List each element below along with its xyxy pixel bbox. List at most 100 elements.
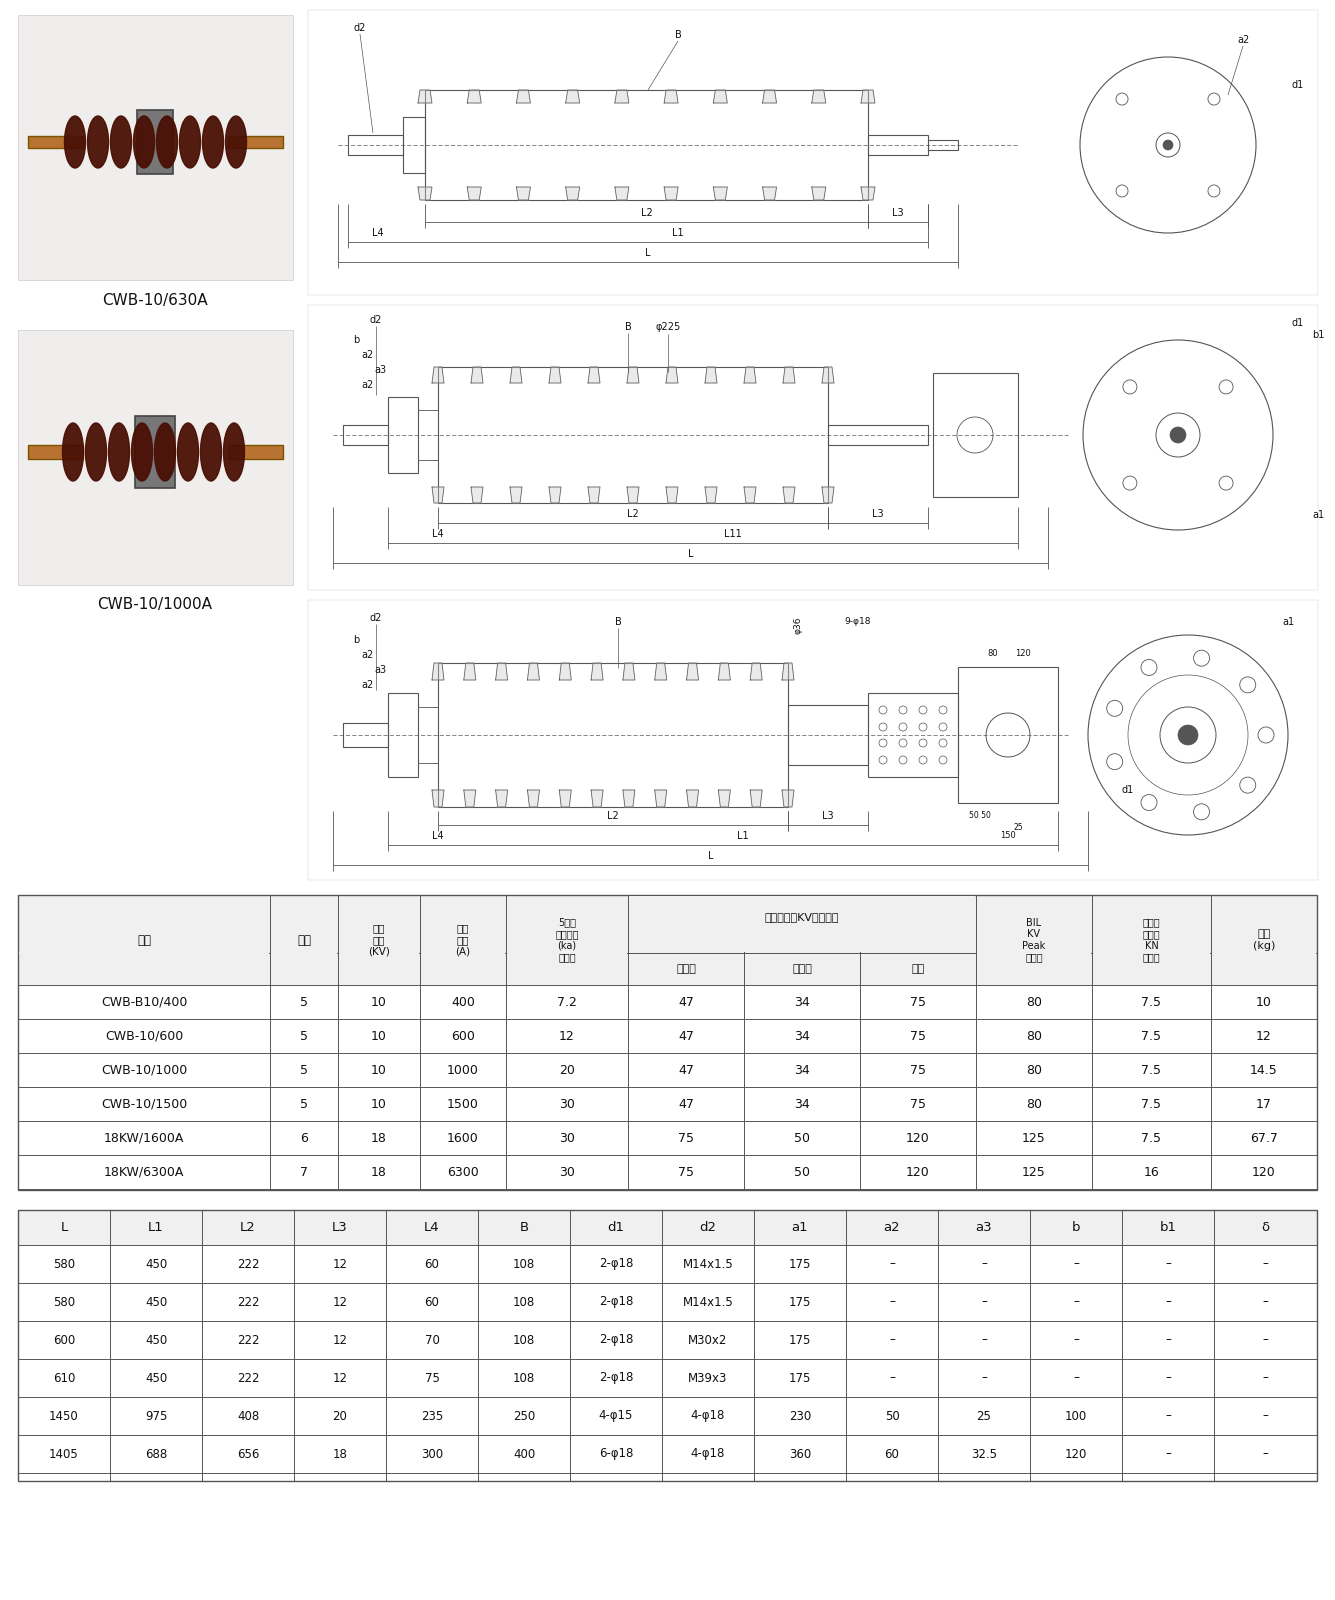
Text: 5: 5 [300,1029,308,1043]
Text: 360: 360 [789,1448,812,1461]
Text: 80: 80 [988,648,999,658]
Polygon shape [713,187,728,200]
Text: L2: L2 [607,811,619,821]
Text: L4: L4 [372,227,384,238]
Text: 108: 108 [513,1296,535,1309]
Text: 7: 7 [300,1165,308,1179]
Polygon shape [587,486,599,502]
Text: 222: 222 [236,1258,259,1270]
Text: 12: 12 [332,1296,347,1309]
Polygon shape [495,790,507,806]
Text: 25: 25 [977,1410,992,1422]
Text: 32.5: 32.5 [971,1448,997,1461]
Text: 108: 108 [513,1371,535,1384]
Ellipse shape [63,422,84,482]
Polygon shape [527,790,539,806]
Text: 80: 80 [1027,995,1043,1008]
Ellipse shape [108,422,129,482]
Text: 100: 100 [1065,1410,1087,1422]
Bar [1212,952,1316,954]
Text: CWB-10/600: CWB-10/600 [105,1029,183,1043]
Bar [135,416,175,488]
Text: 50: 50 [794,1165,810,1179]
Text: 75: 75 [910,1064,926,1077]
Text: 222: 222 [236,1333,259,1347]
Bar [348,134,403,155]
Text: 10: 10 [371,1098,387,1110]
Ellipse shape [203,117,223,168]
Text: a3: a3 [374,365,386,374]
Text: d1: d1 [1121,786,1135,795]
Text: a2: a2 [362,379,374,390]
Text: –: – [1263,1296,1268,1309]
Bar [977,952,1091,954]
Text: –: – [1165,1448,1171,1461]
Text: 5: 5 [300,1064,308,1077]
Polygon shape [718,790,730,806]
Bar [629,896,975,952]
Ellipse shape [200,422,222,482]
Text: 50: 50 [885,1410,900,1422]
Text: L2: L2 [627,509,639,518]
Text: 重量
(kg): 重量 (kg) [1252,930,1275,950]
Bar [17,1210,1318,1482]
Bar [507,952,627,954]
Text: b: b [1072,1221,1080,1234]
Text: 25: 25 [1013,822,1023,832]
Text: 7.5: 7.5 [1141,1064,1161,1077]
Text: 6300: 6300 [447,1165,479,1179]
Bar [868,693,959,778]
Text: L2: L2 [240,1221,256,1234]
Text: 2-φ18: 2-φ18 [599,1258,633,1270]
Bar [438,662,788,806]
Text: 175: 175 [789,1371,812,1384]
Text: 50: 50 [794,1131,810,1144]
Text: 2-φ18: 2-φ18 [599,1333,633,1347]
Text: M14x1.5: M14x1.5 [682,1296,733,1309]
Text: –: – [889,1371,894,1384]
Text: –: – [1263,1410,1268,1422]
Text: CWB-10/1000: CWB-10/1000 [101,1064,187,1077]
Text: 10: 10 [371,1029,387,1043]
Bar [343,723,388,747]
Text: 34: 34 [794,1098,810,1110]
Ellipse shape [111,117,132,168]
Text: δ: δ [1262,1221,1270,1234]
Text: 图号: 图号 [296,933,311,947]
Bar [17,894,1318,986]
Bar [339,952,419,954]
Text: L: L [60,1221,68,1234]
Text: –: – [889,1296,894,1309]
Polygon shape [762,187,777,200]
Polygon shape [812,187,826,200]
Polygon shape [822,366,834,382]
Text: 9-φ18: 9-φ18 [845,618,872,627]
Ellipse shape [64,117,85,168]
Text: 12: 12 [332,1258,347,1270]
Text: 175: 175 [789,1296,812,1309]
Text: 5: 5 [300,995,308,1008]
Text: BIL
KV
Peak
不小于: BIL KV Peak 不小于 [1023,918,1045,962]
Text: L3: L3 [872,509,884,518]
Text: a1: a1 [1312,510,1324,520]
Polygon shape [517,187,530,200]
Ellipse shape [134,117,155,168]
Text: 975: 975 [144,1410,167,1422]
Bar [388,397,418,474]
Bar [308,600,1318,880]
Text: 47: 47 [678,1064,694,1077]
Text: 610: 610 [53,1371,75,1384]
Bar [271,952,338,954]
Text: 250: 250 [513,1410,535,1422]
Text: a2: a2 [362,650,374,659]
Polygon shape [623,662,635,680]
Text: 1000: 1000 [447,1064,479,1077]
Text: 18: 18 [371,1131,387,1144]
Text: –: – [1263,1258,1268,1270]
Polygon shape [433,486,445,502]
Text: L4: L4 [425,1221,439,1234]
Text: b: b [352,635,359,645]
Text: L: L [645,248,650,258]
Polygon shape [784,486,796,502]
Text: d2: d2 [700,1221,717,1234]
